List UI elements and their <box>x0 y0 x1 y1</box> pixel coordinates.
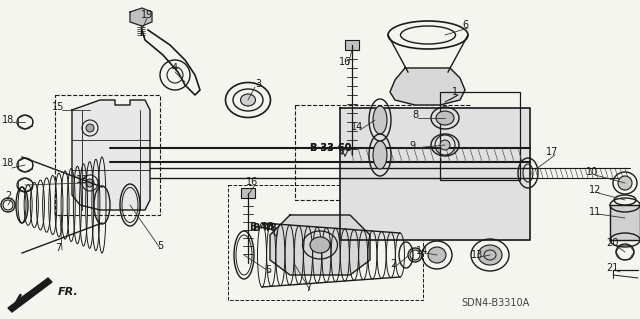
Text: 2: 2 <box>5 191 11 201</box>
Bar <box>55 95 160 215</box>
Text: 11: 11 <box>589 207 601 217</box>
Polygon shape <box>270 215 370 275</box>
Text: 18: 18 <box>76 175 88 185</box>
Circle shape <box>440 140 450 150</box>
Text: 14: 14 <box>351 122 363 132</box>
Ellipse shape <box>618 176 632 190</box>
Text: 2: 2 <box>390 259 396 269</box>
Polygon shape <box>390 68 465 105</box>
Circle shape <box>86 179 94 187</box>
Polygon shape <box>340 108 530 240</box>
Text: 12: 12 <box>589 185 601 195</box>
Text: 6: 6 <box>462 20 468 30</box>
Text: 19: 19 <box>141 10 153 20</box>
Text: 1: 1 <box>452 87 458 97</box>
Circle shape <box>86 124 94 132</box>
Bar <box>228 185 423 300</box>
Text: 7: 7 <box>55 243 61 253</box>
Ellipse shape <box>428 247 446 263</box>
Bar <box>440 92 520 180</box>
Text: B-33-60: B-33-60 <box>309 143 351 153</box>
Polygon shape <box>8 278 52 312</box>
Text: FR.: FR. <box>58 287 79 297</box>
Ellipse shape <box>436 111 454 125</box>
Text: B-33-60: B-33-60 <box>309 143 351 153</box>
Bar <box>241 188 255 198</box>
Ellipse shape <box>373 141 387 169</box>
Text: 9: 9 <box>409 141 415 151</box>
Text: SDN4-B3310A: SDN4-B3310A <box>461 298 529 308</box>
Text: 5: 5 <box>265 265 271 275</box>
Text: B-48: B-48 <box>250 222 275 232</box>
Text: 18: 18 <box>2 115 14 125</box>
Text: 4: 4 <box>172 63 178 73</box>
Text: 18: 18 <box>2 158 14 168</box>
Text: 17: 17 <box>546 147 558 157</box>
Text: B-48: B-48 <box>253 223 278 233</box>
Text: 14: 14 <box>416 246 428 256</box>
Text: 8: 8 <box>412 110 418 120</box>
Text: 5: 5 <box>157 241 163 251</box>
Text: 16: 16 <box>246 177 258 187</box>
Polygon shape <box>72 100 150 210</box>
Text: 3: 3 <box>255 79 261 89</box>
Ellipse shape <box>310 237 330 253</box>
Ellipse shape <box>373 106 387 134</box>
Bar <box>295 105 470 200</box>
Text: 7: 7 <box>305 283 311 293</box>
Text: 13: 13 <box>471 250 483 260</box>
Text: 16: 16 <box>339 57 351 67</box>
Polygon shape <box>610 205 640 240</box>
Polygon shape <box>130 8 152 26</box>
Ellipse shape <box>478 245 502 265</box>
Text: 20: 20 <box>606 238 618 248</box>
Text: 10: 10 <box>586 167 598 177</box>
Ellipse shape <box>241 94 255 106</box>
Text: 21: 21 <box>606 263 618 273</box>
Bar <box>345 40 359 50</box>
Text: 15: 15 <box>52 102 64 112</box>
